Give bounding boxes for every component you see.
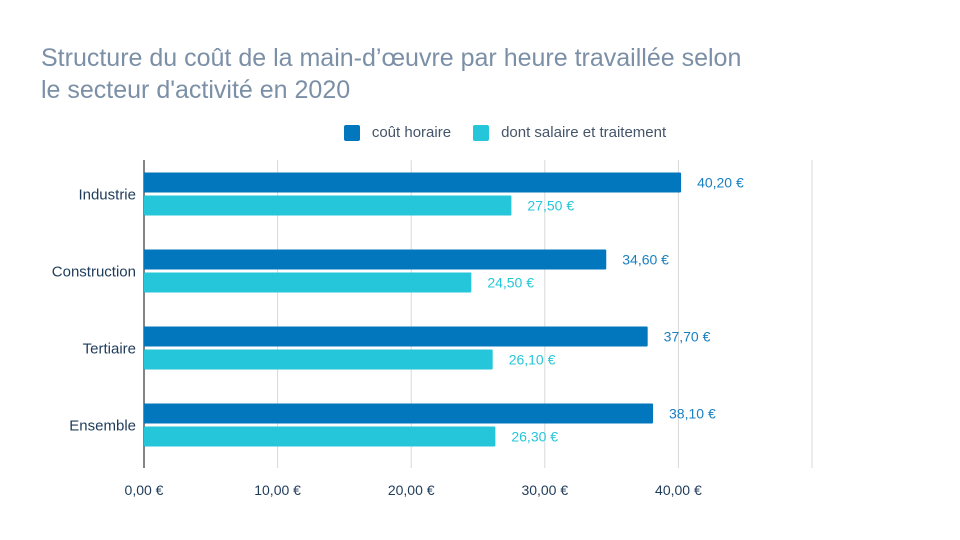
bar — [144, 272, 472, 293]
title-line-1: Structure du coût de la main-d’œuvre par… — [41, 44, 742, 72]
bar — [144, 326, 648, 347]
legend-item-cout-horaire[interactable]: coût horaire — [343, 124, 452, 141]
legend-label: coût horaire — [371, 124, 452, 141]
x-tick-label: 0,00 € — [125, 482, 164, 498]
data-label: 27,50 € — [527, 198, 574, 214]
x-tick-label: 10,00 € — [254, 482, 301, 498]
legend-item-salaire[interactable]: dont salaire et traitement — [473, 124, 666, 141]
bar — [144, 172, 682, 193]
x-tick-label: 20,00 € — [388, 482, 435, 498]
data-label: 38,10 € — [669, 406, 716, 422]
x-tick-label: 40,00 € — [655, 482, 702, 498]
data-label: 24,50 € — [487, 275, 534, 291]
data-label: 26,30 € — [511, 429, 558, 445]
legend-label: dont salaire et traitement — [501, 124, 667, 141]
category-label: Tertiaire — [83, 341, 136, 358]
title-line-2: le secteur d'activité en 2020 — [41, 76, 351, 104]
x-tick-label: 30,00 € — [521, 482, 568, 498]
data-label: 37,70 € — [664, 329, 711, 345]
legend-swatch — [473, 124, 490, 141]
category-label: Construction — [52, 264, 136, 281]
chart-title: Structure du coût de la main-d’œuvre par… — [41, 42, 841, 106]
data-label: 26,10 € — [509, 352, 556, 368]
data-label: 40,20 € — [697, 175, 744, 191]
data-label: 34,60 € — [622, 252, 669, 268]
legend-swatch — [343, 124, 360, 141]
category-label: Ensemble — [69, 418, 136, 435]
bar — [144, 195, 512, 216]
bar — [144, 349, 493, 370]
bar — [144, 249, 607, 270]
legend: coût horaire dont salaire et traitement — [0, 124, 960, 141]
category-label: Industrie — [78, 187, 136, 204]
bar — [144, 426, 496, 447]
bar — [144, 403, 654, 424]
